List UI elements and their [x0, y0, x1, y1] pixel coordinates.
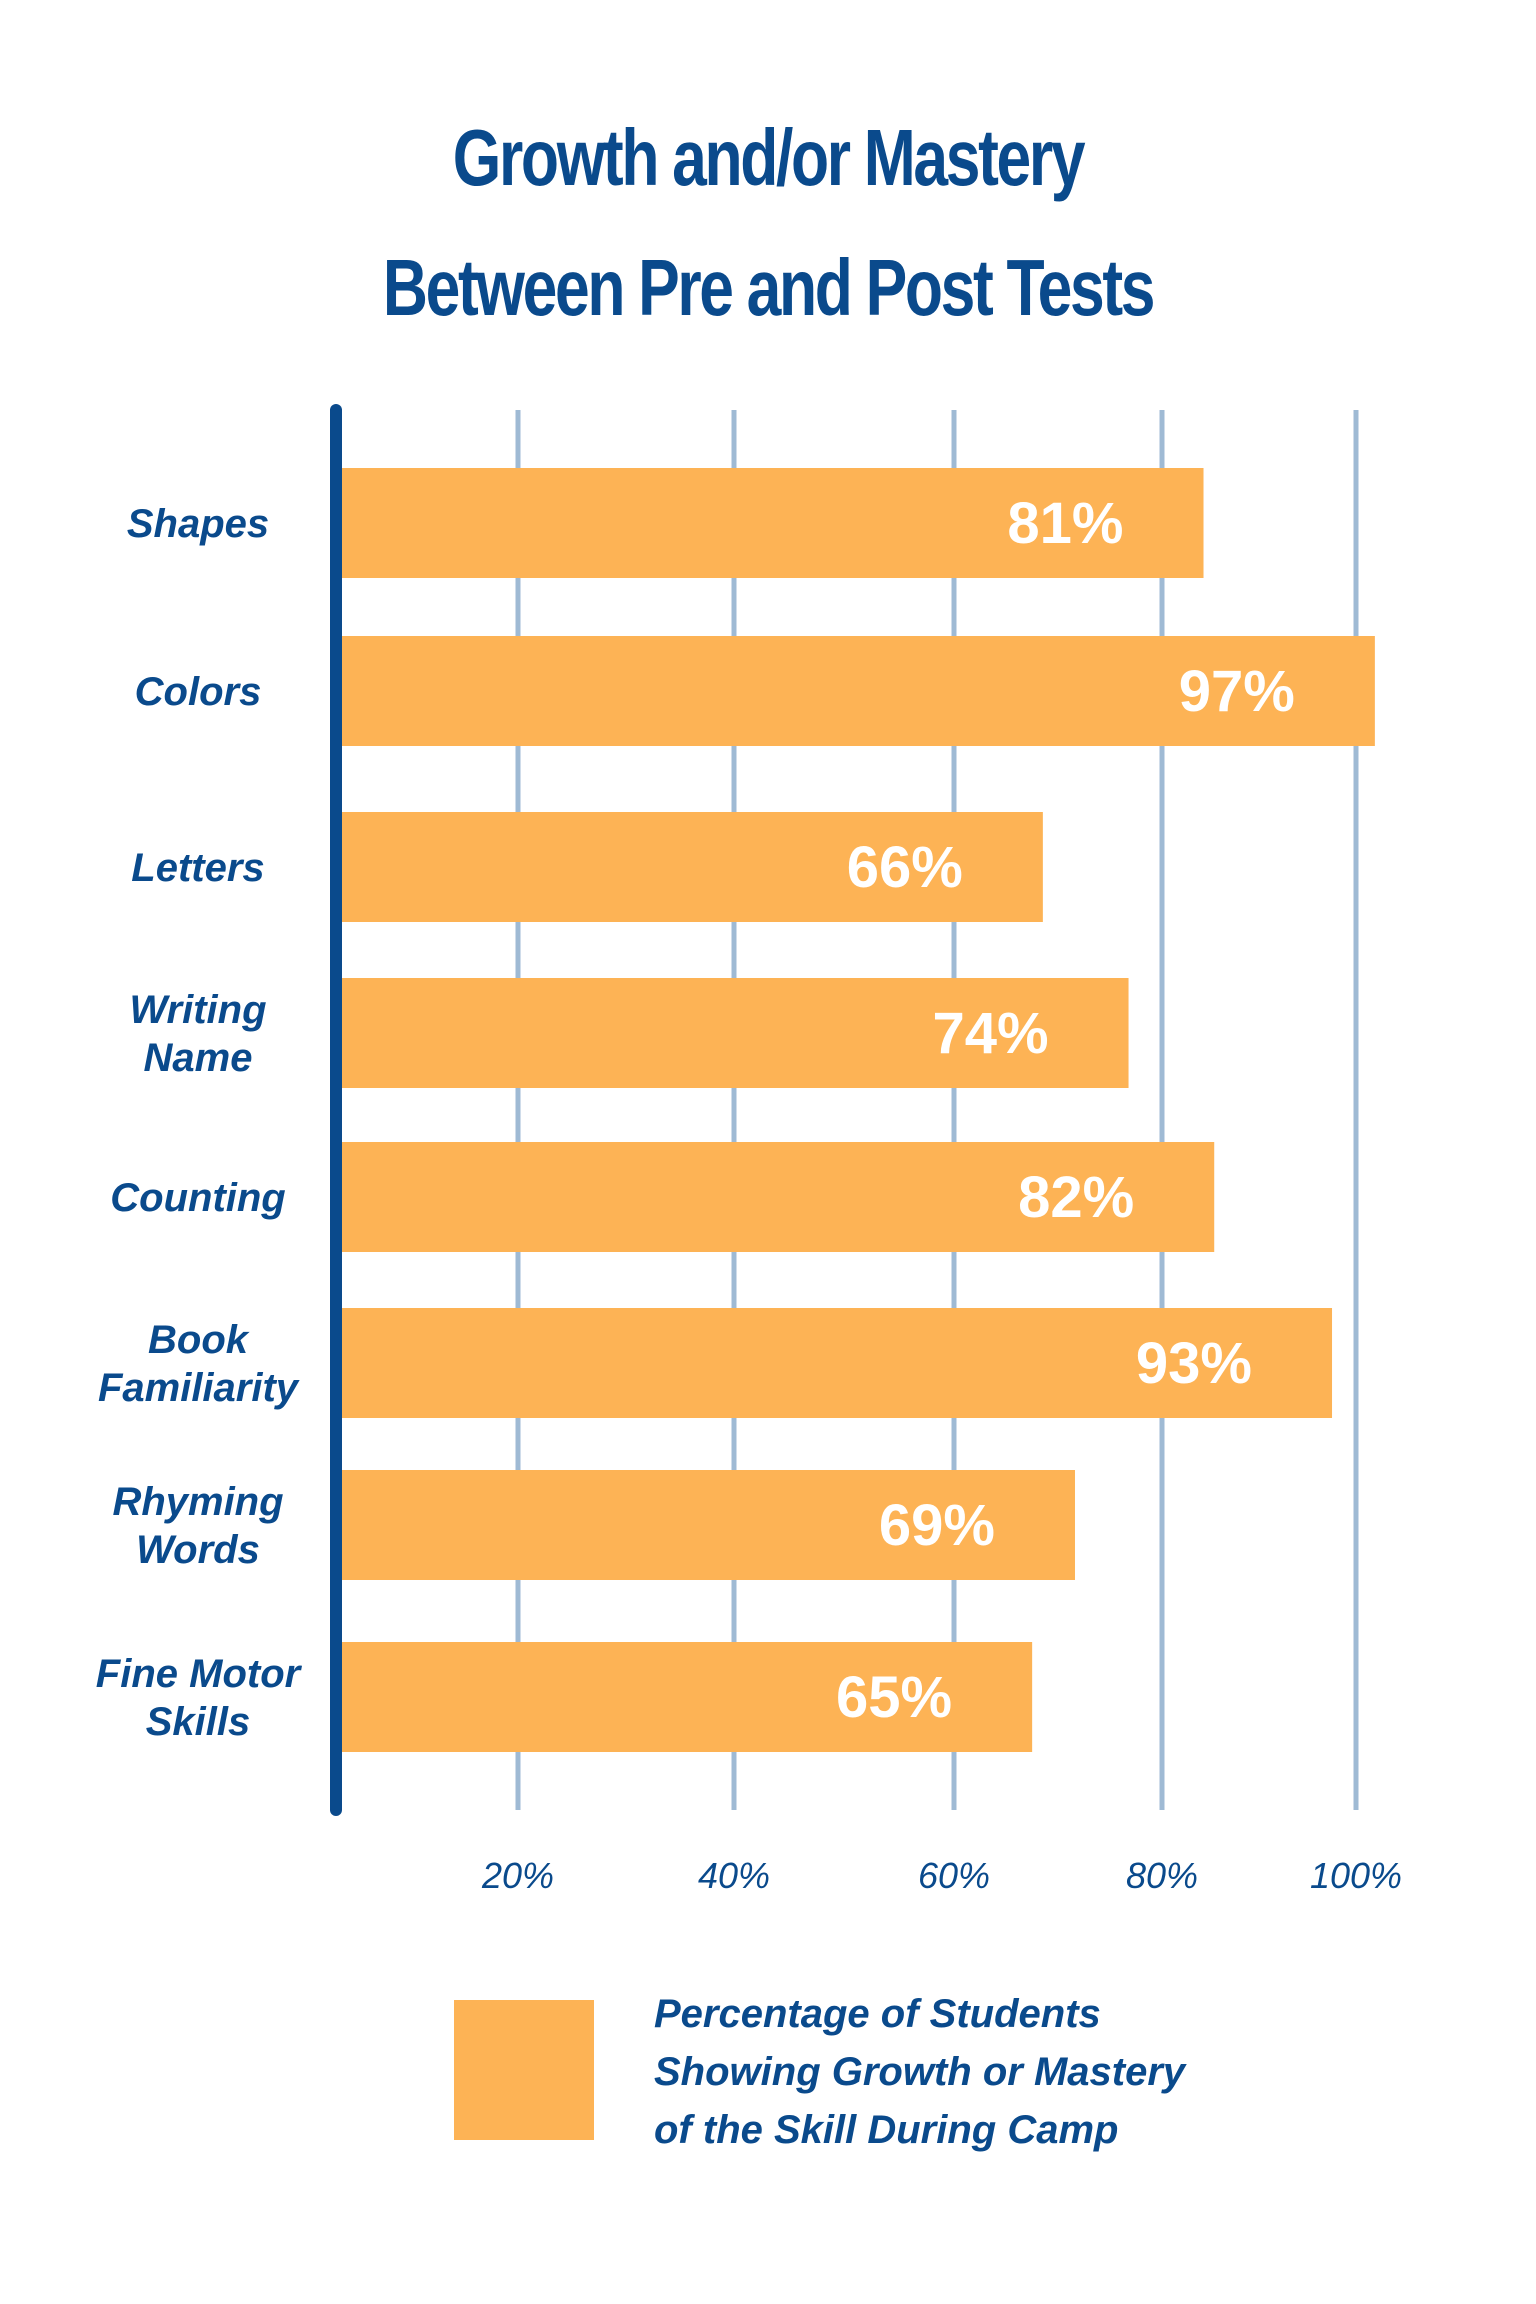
category-label-line: Fine Motor — [96, 1652, 303, 1696]
category-label: Shapes — [127, 502, 269, 546]
category-label-line: Words — [136, 1528, 260, 1572]
bar — [336, 468, 1204, 578]
legend-label-line: Showing Growth or Mastery — [654, 2050, 1186, 2094]
category-label: Rhyming Words — [112, 1480, 283, 1572]
bar-value-label: 65% — [836, 1665, 952, 1730]
bar-value-label: 82% — [1018, 1165, 1134, 1230]
bar — [336, 1308, 1333, 1418]
chart-title-line-2: Between Pre and Post Tests — [382, 243, 1156, 332]
category-label-line: Book — [148, 1318, 250, 1362]
bar-value-label: 74% — [932, 1001, 1048, 1066]
category-label-line: Rhyming — [112, 1480, 283, 1524]
x-tick-label: 40% — [698, 1855, 770, 1896]
category-label-line: Writing — [129, 988, 266, 1032]
x-tick-label: 60% — [918, 1855, 990, 1896]
legend-label-line: Percentage of Students — [654, 1992, 1101, 2036]
bar-value-label: 93% — [1136, 1331, 1252, 1396]
x-tick-label: 80% — [1126, 1855, 1198, 1896]
category-label-line: Colors — [135, 670, 262, 714]
category-label-line: Letters — [131, 846, 264, 890]
category-label: Book Familiarity — [98, 1318, 300, 1410]
category-label-line: Shapes — [127, 502, 269, 546]
category-label: Letters — [131, 846, 264, 890]
bar — [336, 1642, 1033, 1752]
category-label: Counting — [110, 1176, 286, 1220]
bar — [336, 1142, 1215, 1252]
legend-label: Percentage of Students Showing Growth or… — [654, 1985, 1374, 2159]
legend-swatch — [454, 2000, 594, 2140]
bar-value-label: 81% — [1007, 491, 1123, 556]
bar — [336, 1470, 1075, 1580]
x-tick-label: 100% — [1310, 1855, 1402, 1896]
x-tick-label: 20% — [481, 1855, 554, 1896]
bar-value-label: 69% — [879, 1493, 995, 1558]
category-label: Colors — [135, 670, 262, 714]
chart-title-line-1: Growth and/or Mastery — [452, 113, 1086, 202]
bar-value-label: 66% — [847, 835, 963, 900]
category-label-line: Skills — [146, 1700, 251, 1744]
bar — [336, 812, 1043, 922]
category-label-line: Counting — [110, 1176, 286, 1220]
bar — [336, 978, 1129, 1088]
bar-value-label: 97% — [1179, 659, 1295, 724]
category-label-line: Name — [144, 1036, 253, 1080]
bars — [336, 468, 1375, 1752]
category-label: Fine Motor Skills — [96, 1652, 303, 1744]
bar — [336, 636, 1375, 746]
value-labels: 81% 97% 66% 74% 82% 93% 69% 65% — [836, 491, 1295, 1730]
category-labels: Shapes Colors Letters Writing Name Counting Bo… — [96, 502, 303, 1744]
x-tick-labels: 20% 40% 60% 80% 100% — [481, 1855, 1402, 1896]
category-label-line: Familiarity — [98, 1366, 300, 1410]
gridlines — [515, 410, 1359, 1810]
legend-label-line: of the Skill During Camp — [654, 2108, 1119, 2152]
category-label: Writing Name — [129, 988, 266, 1080]
